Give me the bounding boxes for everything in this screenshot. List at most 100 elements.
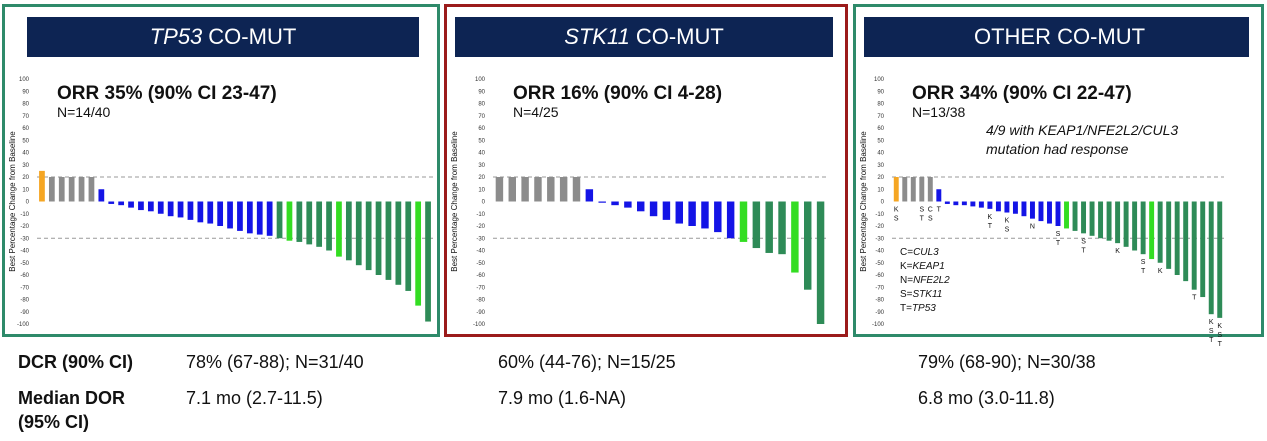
bar	[688, 201, 696, 226]
y-tick-label: -10	[20, 212, 29, 218]
y-tick-label: 40	[877, 151, 884, 157]
y-tick-label: -40	[476, 249, 485, 255]
panel-stk11: STK11 CO-MUT Best Percentage Change from…	[444, 4, 848, 337]
bar-mutation-label: S	[894, 216, 899, 223]
bar	[336, 201, 342, 257]
bar	[1208, 201, 1214, 315]
y-tick-label: 70	[22, 114, 29, 120]
y-tick-label: -50	[875, 261, 884, 267]
bar-mutation-label: T	[1141, 268, 1146, 275]
bar	[415, 201, 422, 306]
bar	[88, 177, 95, 202]
panel-title-suffix: CO-MUT	[635, 24, 724, 49]
bar	[266, 201, 273, 236]
dor-value-stk11: 7.9 mo (1.6-NA)	[498, 388, 627, 408]
bar	[237, 201, 243, 231]
bar	[187, 201, 194, 220]
bar	[919, 177, 925, 202]
bar	[167, 201, 174, 217]
bar	[306, 201, 313, 245]
y-tick-label: -30	[476, 236, 485, 242]
bar	[68, 177, 75, 202]
bar	[395, 201, 402, 285]
bar	[953, 201, 959, 206]
y-tick-label: 30	[877, 163, 884, 169]
bar	[1174, 201, 1180, 275]
bar	[893, 177, 899, 202]
bar	[1217, 201, 1223, 318]
panel-other: OTHER CO-MUT Best Percentage Change from…	[853, 4, 1264, 348]
mutation-legend-item: C=CUL3	[900, 247, 939, 258]
bar	[1055, 201, 1061, 226]
n-label: N=13/38	[912, 104, 966, 120]
dor-label-line2: (95% CI)	[18, 412, 90, 432]
bar	[910, 177, 916, 202]
keap1-note-line2: mutation had response	[986, 141, 1129, 157]
y-tick-label: -70	[20, 285, 29, 291]
n-label: N=4/25	[513, 104, 559, 120]
bar	[157, 201, 164, 214]
bar	[714, 201, 722, 233]
y-tick-label: 60	[877, 126, 884, 132]
dor-value-tp53: 7.1 mo (2.7-11.5)	[186, 388, 323, 408]
y-tick-label: 0	[881, 200, 885, 206]
panel-title-banner: STK11 CO-MUT	[455, 17, 833, 57]
bar	[508, 177, 516, 202]
dor-label-line1: Median DOR	[18, 388, 126, 408]
bar-mutation-label: S	[1081, 238, 1086, 245]
bar	[987, 201, 993, 209]
y-tick-label: 60	[478, 126, 485, 132]
y-tick-label: 0	[26, 200, 30, 206]
bar	[345, 201, 352, 261]
bar	[995, 201, 1001, 212]
bar	[425, 201, 431, 322]
bar-mutation-label: S	[919, 207, 924, 214]
bar	[675, 201, 683, 224]
y-tick-label: 50	[478, 138, 485, 144]
bar	[804, 201, 812, 290]
y-tick-label: -80	[20, 298, 29, 304]
bar	[902, 177, 908, 202]
dcr-value-tp53: 78% (67-88); N=31/40	[186, 352, 364, 372]
mutation-legend-item: K=KEAP1	[900, 261, 945, 272]
orr-label: ORR 35% (90% CI 23-47)	[57, 83, 277, 104]
y-tick-label: -40	[875, 249, 884, 255]
y-tick-label: -100	[473, 322, 486, 328]
bar	[39, 170, 45, 202]
bar	[559, 177, 568, 202]
bar-mutation-label: K	[894, 207, 899, 214]
y-tick-label: -70	[476, 285, 485, 291]
bar	[217, 201, 224, 226]
waterfall-chart: Best Percentage Change from Baseline1009…	[450, 77, 827, 328]
y-tick-label: -40	[20, 249, 29, 255]
bar-mutation-label: T	[920, 216, 925, 223]
bar-mutation-label: T	[1218, 341, 1223, 348]
bar-mutation-label: T	[1192, 295, 1197, 302]
waterfall-chart: Best Percentage Change from Baseline1009…	[8, 77, 433, 328]
bar	[521, 177, 529, 202]
bar	[1166, 201, 1172, 269]
waterfall-chart: Best Percentage Change from Baseline1009…	[859, 77, 1224, 348]
bar	[1029, 201, 1035, 219]
y-tick-label: 100	[475, 77, 486, 83]
bar	[970, 201, 976, 207]
panel-title-gene: STK11	[564, 24, 630, 49]
y-tick-label: 10	[877, 187, 884, 193]
y-tick-label: 10	[22, 187, 29, 193]
y-tick-label: -100	[872, 322, 885, 328]
mutation-legend-item: S=STK11	[900, 289, 942, 300]
y-tick-label: 90	[22, 89, 29, 95]
bar	[246, 201, 253, 234]
bar	[649, 201, 658, 217]
bar	[1098, 201, 1104, 239]
y-tick-label: 20	[478, 175, 485, 181]
y-tick-label: -70	[875, 285, 884, 291]
y-tick-label: -60	[20, 273, 29, 279]
bar	[739, 201, 748, 242]
y-tick-label: 100	[19, 77, 30, 83]
mutation-legend-item: N=NFE2L2	[900, 275, 950, 286]
y-tick-label: 90	[478, 89, 485, 95]
bar	[286, 201, 293, 241]
bar	[572, 177, 581, 202]
bar	[365, 201, 372, 271]
